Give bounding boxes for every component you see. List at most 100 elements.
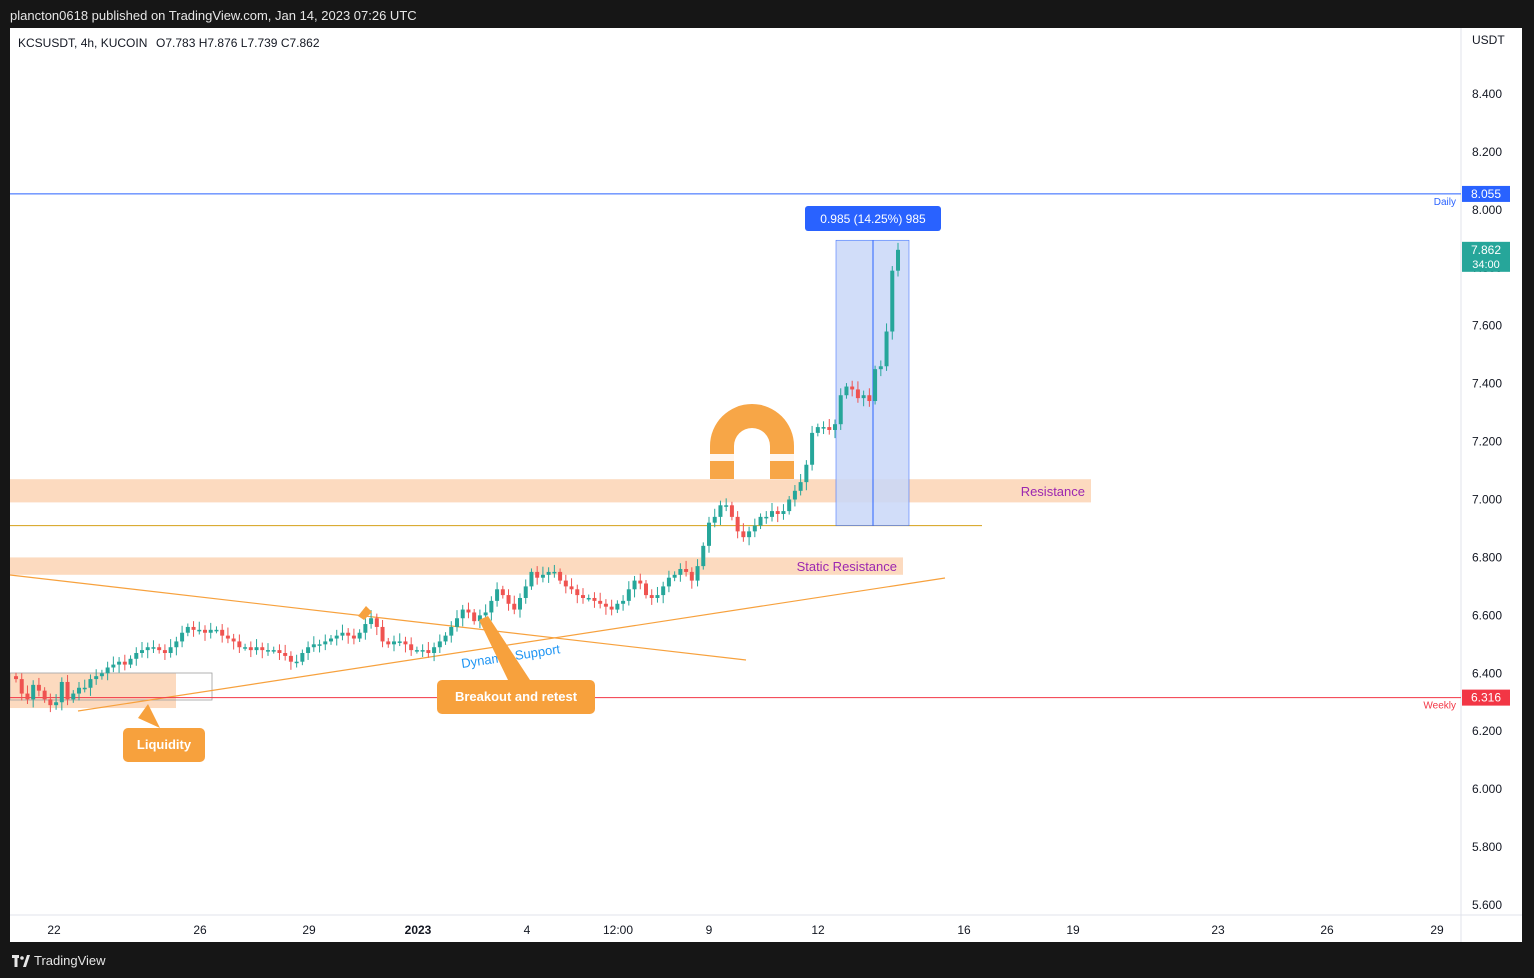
- candle: [649, 589, 654, 605]
- time-tick-label: 12: [811, 923, 825, 937]
- weekly-price-tag: 6.316: [1462, 689, 1510, 706]
- candle: [546, 567, 551, 583]
- candle: [781, 504, 786, 520]
- price-tick-label: 8.400: [1472, 87, 1502, 101]
- last-price-tag: 7.862 34:00: [1462, 241, 1510, 272]
- candle: [701, 542, 706, 570]
- candle: [266, 643, 270, 656]
- candle: [644, 580, 648, 599]
- candle: [317, 639, 322, 653]
- candle: [741, 523, 746, 542]
- ohlc-legend: O7.783 H7.876 L7.739 C7.862: [156, 36, 320, 50]
- candle: [712, 508, 717, 528]
- candle: [586, 594, 591, 602]
- candle: [689, 567, 694, 589]
- candle: [54, 694, 59, 710]
- candle: [260, 642, 265, 659]
- chart-frame[interactable]: Resistance Static Resistance Dynamic Sup…: [10, 28, 1522, 942]
- candle: [185, 623, 190, 637]
- candle: [162, 644, 167, 660]
- time-axis[interactable]: 22 26 29 2023 4 12:00 9 12 16 19 23 26 29: [47, 923, 1444, 937]
- candle: [254, 639, 259, 655]
- candle: [277, 644, 282, 660]
- candle: [65, 675, 70, 706]
- price-tick-label: 6.000: [1472, 782, 1502, 796]
- candle: [592, 592, 597, 608]
- candle: [535, 566, 540, 585]
- candle: [243, 643, 248, 651]
- candle: [48, 693, 53, 713]
- static-resistance-zone[interactable]: [10, 557, 903, 575]
- price-tick-label: 7.600: [1472, 319, 1502, 333]
- price-tick-label: 6.200: [1472, 724, 1502, 738]
- candle: [386, 637, 391, 648]
- candle: [420, 644, 425, 658]
- time-tick-label: 23: [1211, 923, 1225, 937]
- candle: [203, 625, 207, 641]
- measure-label-box: [805, 206, 941, 231]
- candle: [752, 518, 757, 538]
- candle: [31, 680, 36, 708]
- measure-label: 0.985 (14.25%) 985: [820, 212, 926, 226]
- candle: [323, 634, 328, 651]
- candle: [392, 635, 396, 652]
- candle: [890, 266, 895, 340]
- candle: [747, 526, 752, 546]
- candle: [489, 596, 494, 621]
- candle: [798, 474, 803, 496]
- breakout-callout[interactable]: Breakout and retest: [437, 616, 595, 714]
- candle: [225, 627, 230, 644]
- candle: [99, 669, 104, 680]
- price-axis[interactable]: 8.4008.2008.0007.8007.6007.4007.2007.000…: [1472, 87, 1502, 912]
- resistance-label: Resistance: [1021, 484, 1085, 499]
- candle: [397, 633, 402, 647]
- candle: [815, 423, 820, 437]
- candle: [71, 690, 76, 703]
- candle: [632, 575, 637, 598]
- price-tick-label: 6.600: [1472, 608, 1502, 622]
- candle: [707, 516, 711, 553]
- resistance-zone[interactable]: [10, 479, 1091, 503]
- candle: [500, 585, 505, 599]
- candle: [168, 639, 173, 658]
- candle: [512, 595, 517, 615]
- candle: [374, 613, 379, 636]
- candle: [248, 641, 253, 658]
- price-tick-label: 8.200: [1472, 145, 1502, 159]
- candle: [214, 626, 219, 634]
- candle: [380, 619, 385, 648]
- candle: [666, 570, 671, 593]
- candle: [157, 643, 162, 654]
- candle: [873, 365, 878, 405]
- candle: [603, 599, 608, 615]
- candle: [495, 582, 500, 607]
- candlestick-chart[interactable]: Resistance Static Resistance Dynamic Sup…: [10, 28, 1522, 942]
- candles-group: [14, 242, 900, 713]
- time-tick-label: 29: [302, 923, 316, 937]
- candle: [59, 677, 64, 711]
- candle: [775, 506, 780, 523]
- liquidity-box-outline: [10, 672, 213, 701]
- dynamic-support-line[interactable]: [77, 577, 946, 712]
- candle: [506, 589, 511, 611]
- candle: [466, 602, 471, 619]
- candle: [128, 655, 133, 669]
- candle: [621, 595, 626, 611]
- tradingview-logo[interactable]: TradingView: [12, 953, 106, 968]
- candle: [518, 593, 522, 618]
- time-tick-label: 19: [1066, 923, 1080, 937]
- candle: [552, 564, 557, 578]
- liquidity-callout[interactable]: Liquidity: [123, 704, 205, 762]
- descending-trendline[interactable]: [10, 574, 747, 661]
- candle: [558, 568, 563, 585]
- candle: [191, 621, 196, 637]
- candle: [655, 586, 660, 603]
- candle: [340, 624, 345, 641]
- candle: [523, 579, 528, 604]
- candle: [678, 563, 683, 582]
- candle: [36, 677, 41, 697]
- candle: [661, 581, 666, 604]
- candle: [626, 581, 631, 606]
- candle: [403, 636, 408, 653]
- liquidity-zone[interactable]: [10, 673, 176, 709]
